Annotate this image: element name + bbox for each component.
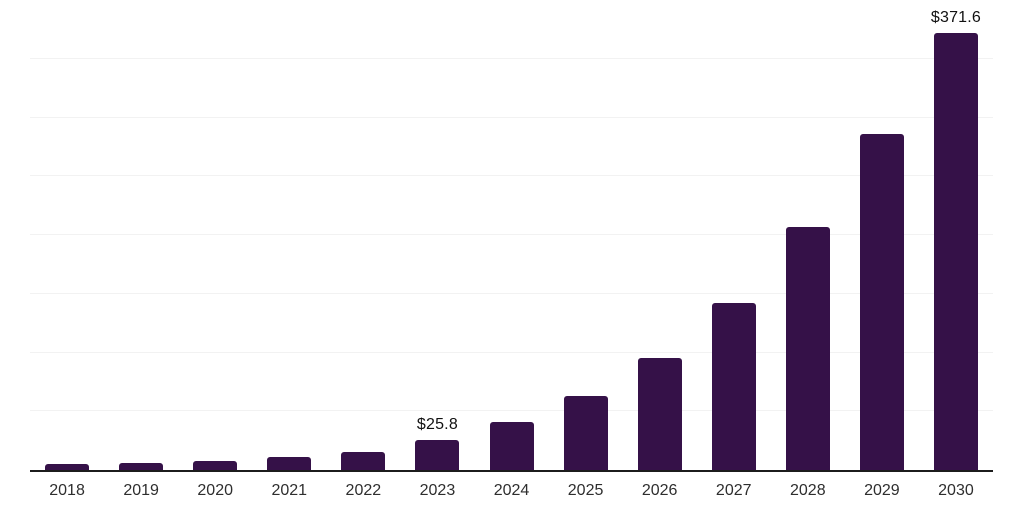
gridline-300 xyxy=(30,116,993,118)
gridline-50 xyxy=(30,410,993,412)
bar-2018 xyxy=(45,464,90,470)
bar-2027 xyxy=(711,302,756,470)
bar-2022 xyxy=(341,451,386,470)
bar-2029 xyxy=(859,134,904,470)
x-tick-label-2027: 2027 xyxy=(715,482,752,499)
x-tick-label-2022: 2022 xyxy=(345,482,382,499)
x-tick-label-2029: 2029 xyxy=(864,482,900,499)
plot-area: $25.8 $371.6 xyxy=(30,0,993,472)
bar-2028 xyxy=(785,227,830,470)
bar-2024 xyxy=(489,422,534,470)
gridline-200 xyxy=(30,234,993,235)
x-tick-label-2028: 2028 xyxy=(790,482,826,499)
x-tick-label-2018: 2018 xyxy=(49,482,85,499)
bar-2020 xyxy=(193,460,238,470)
x-tick-label-2019: 2019 xyxy=(123,482,159,499)
bar-2019 xyxy=(119,462,164,470)
x-tick-label-2020: 2020 xyxy=(197,482,233,499)
x-tick-label-2023: 2023 xyxy=(419,482,456,499)
x-tick-label-2030: 2030 xyxy=(938,482,974,499)
bar-2030 xyxy=(933,33,978,470)
bar-value-label-2030: $371.6 xyxy=(930,9,982,27)
bar-2026 xyxy=(637,358,682,470)
gridline-100 xyxy=(30,351,993,353)
x-tick-label-2024: 2024 xyxy=(493,482,530,499)
x-tick-label-2026: 2026 xyxy=(641,482,678,499)
bar-2021 xyxy=(267,457,312,470)
bar-2023 xyxy=(415,439,460,470)
x-tick-label-2021: 2021 xyxy=(271,482,308,499)
bar-2025 xyxy=(563,395,608,470)
x-tick-label-2025: 2025 xyxy=(567,482,604,499)
gridline-150 xyxy=(30,292,993,294)
bar-value-label-2023: $25.8 xyxy=(416,415,458,433)
x-axis: 2018 2019 2020 2021 2022 2023 2024 2025 2026 2027… xyxy=(30,472,993,512)
gridline-350 xyxy=(30,57,993,59)
gridline-250 xyxy=(30,175,993,177)
